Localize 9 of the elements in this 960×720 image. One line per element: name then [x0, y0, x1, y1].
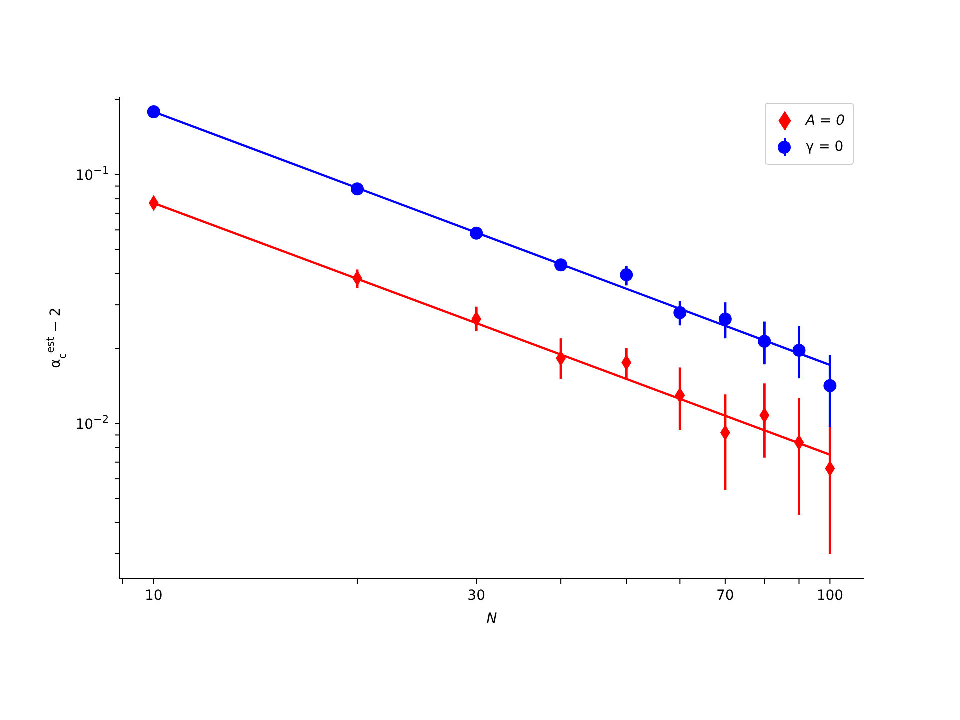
legend-label: γ = 0 — [806, 139, 844, 155]
x-tick-label: 100 — [816, 588, 844, 604]
x-tick-label: 10 — [144, 588, 163, 604]
y-tick-label: 10$^{−2}$ — [76, 414, 109, 433]
y-tick-label: 10$^{−1}$ — [76, 164, 109, 184]
x-axis-title: N — [486, 611, 498, 627]
x-tick-label: 30 — [468, 588, 486, 604]
x-tick-label: 70 — [716, 588, 734, 604]
legend-label: A = 0 — [806, 113, 845, 129]
